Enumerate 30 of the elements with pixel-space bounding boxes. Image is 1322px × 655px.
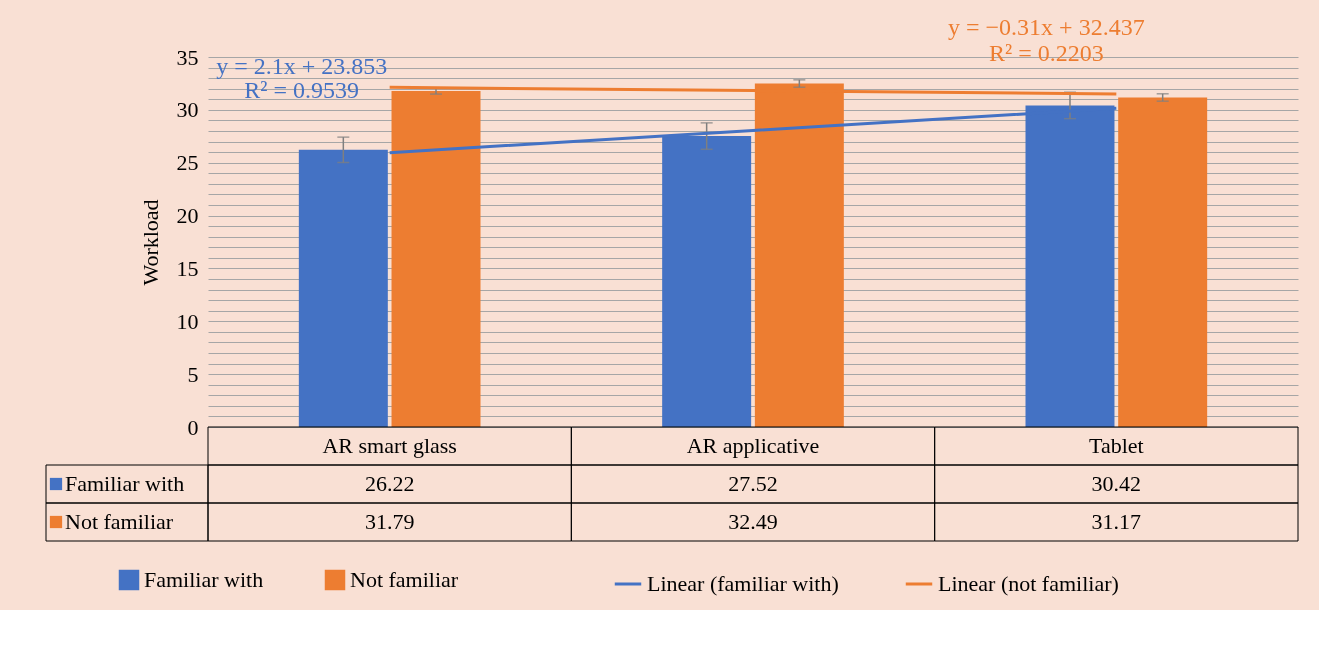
y-tick-label: 0 [187, 414, 199, 440]
data-label: 32.49 [728, 509, 778, 534]
legend-label: Linear (not familiar) [938, 571, 1119, 596]
y-tick-label: 15 [176, 255, 199, 281]
data-label: 26.22 [364, 471, 415, 496]
data-label: 27.52 [728, 471, 778, 496]
data-label: 31.79 [364, 509, 415, 534]
y-tick-label: 35 [176, 44, 199, 70]
legend-label: Familiar with [65, 471, 185, 496]
y-tick-label: 20 [176, 203, 199, 229]
y-tick-label: 5 [187, 361, 199, 387]
annotation: R² = 0.2203 [988, 39, 1104, 66]
annotation: y = 2.1x + 23.853 [216, 52, 388, 79]
text: Familiar with [144, 567, 264, 592]
y-tick-label: 25 [176, 150, 199, 176]
text: y = −0.31x + 32.437 [948, 13, 1145, 40]
x-tick-label: Tablet [1089, 433, 1144, 458]
y-tick-label: 10 [176, 308, 199, 334]
legend-label: Linear (familiar with) [647, 571, 839, 596]
y-tick-label: 30 [176, 97, 199, 123]
y-axis-title: Workload [137, 199, 163, 286]
x-tick-label: AR applicative [686, 433, 820, 458]
legend-label: Not familiar [350, 567, 459, 592]
text: Not familiar [65, 509, 174, 534]
bar [298, 149, 388, 427]
annotation: R² = 0.9539 [244, 76, 360, 103]
bar [1118, 97, 1208, 427]
x-tick-label: AR smart glass [322, 433, 457, 458]
data-label: 31.17 [1091, 509, 1142, 534]
data-label: 30.42 [1091, 471, 1142, 496]
